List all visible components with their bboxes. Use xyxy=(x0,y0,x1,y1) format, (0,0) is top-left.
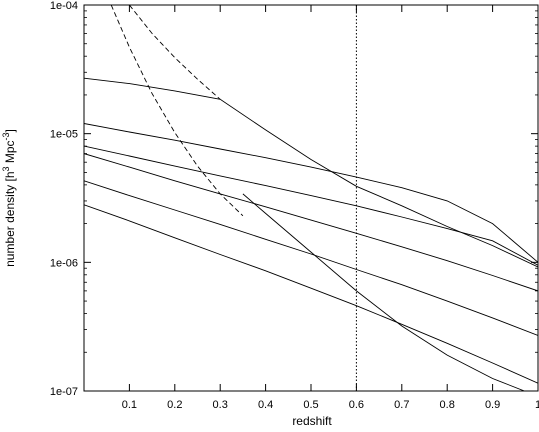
y-tick-label: 1e-07 xyxy=(50,386,78,398)
y-axis-label-prefix: number density [h xyxy=(3,172,17,267)
x-tick-label: 0.6 xyxy=(349,399,364,411)
series-line-3 xyxy=(84,153,538,292)
series-line-9 xyxy=(242,193,525,391)
y-axis-label-suffix: ] xyxy=(3,129,17,132)
series-line-8 xyxy=(129,5,221,100)
series-clip-group xyxy=(84,5,538,391)
y-tick-label: 1e-06 xyxy=(50,257,78,269)
x-tick-label: 0.9 xyxy=(485,399,500,411)
plot-frame-layer xyxy=(83,4,539,392)
series-line-1 xyxy=(84,204,538,384)
series-line-5 xyxy=(84,123,538,263)
y-axis-label-sup2: -3 xyxy=(1,132,11,140)
series-line-6 xyxy=(84,77,538,268)
plot-frame xyxy=(83,4,539,392)
x-tick-label: 0.1 xyxy=(122,399,137,411)
series-layer xyxy=(84,5,538,391)
x-tick-label: 0.4 xyxy=(258,399,273,411)
series-line-2 xyxy=(84,180,538,336)
y-tick-label: 1e-05 xyxy=(50,129,78,141)
series-line-7 xyxy=(110,5,244,217)
y-axis-label-middle: Mpc xyxy=(3,140,17,166)
x-tick-label: 0.5 xyxy=(303,399,318,411)
y-tick-label: 1e-04 xyxy=(50,0,78,12)
y-axis-label-sup1: 3 xyxy=(1,166,11,171)
x-tick-label: 0.3 xyxy=(213,399,228,411)
ticks-layer: 1e-07 1e-06 1e-05 1e-04 0.1 0.2 0.3 0.4 0.5 0.6 0.… xyxy=(50,0,539,411)
y-axis-label: number density [h3 Mpc-3] xyxy=(1,129,17,267)
x-tick-label: 0.8 xyxy=(440,399,455,411)
series-line-4 xyxy=(84,145,538,266)
x-axis-label: redshift xyxy=(292,414,332,428)
x-tick-label: 0.7 xyxy=(394,399,409,411)
x-tick-label: 1 xyxy=(535,399,539,411)
x-tick-label: 0.2 xyxy=(167,399,182,411)
